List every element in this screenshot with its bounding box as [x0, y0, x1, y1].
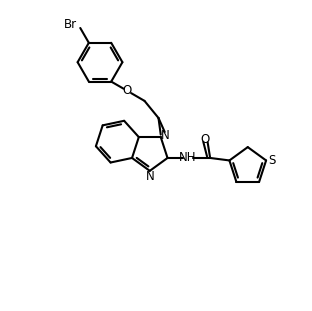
Text: S: S: [268, 154, 275, 167]
Text: Br: Br: [64, 18, 77, 31]
Text: N: N: [161, 129, 169, 142]
Text: O: O: [201, 133, 210, 146]
Text: NH: NH: [179, 151, 197, 165]
Text: O: O: [123, 84, 132, 97]
Text: N: N: [146, 170, 155, 183]
